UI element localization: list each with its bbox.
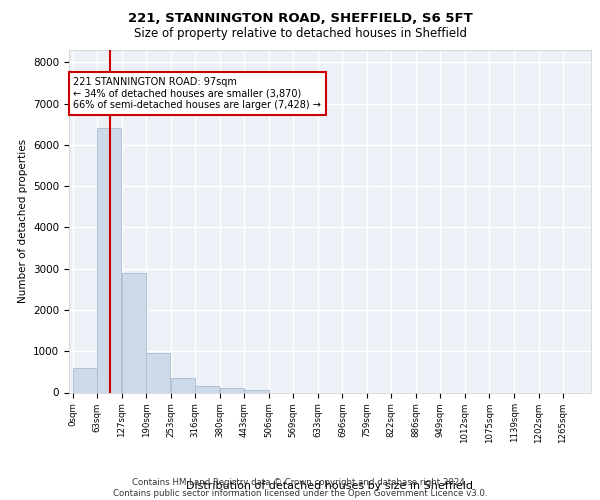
X-axis label: Distribution of detached houses by size in Sheffield: Distribution of detached houses by size … [187, 482, 473, 492]
Bar [244, 390, 269, 392]
Bar [220, 388, 244, 392]
Bar [122, 273, 146, 392]
Bar [97, 128, 121, 392]
Bar [171, 378, 195, 392]
Bar [195, 386, 220, 392]
Text: Contains HM Land Registry data © Crown copyright and database right 2024.
Contai: Contains HM Land Registry data © Crown c… [113, 478, 487, 498]
Bar [73, 368, 97, 392]
Text: Size of property relative to detached houses in Sheffield: Size of property relative to detached ho… [133, 28, 467, 40]
Text: 221 STANNINGTON ROAD: 97sqm
← 34% of detached houses are smaller (3,870)
66% of : 221 STANNINGTON ROAD: 97sqm ← 34% of det… [73, 77, 322, 110]
Bar [146, 353, 170, 393]
Text: 221, STANNINGTON ROAD, SHEFFIELD, S6 5FT: 221, STANNINGTON ROAD, SHEFFIELD, S6 5FT [128, 12, 472, 26]
Y-axis label: Number of detached properties: Number of detached properties [17, 139, 28, 304]
